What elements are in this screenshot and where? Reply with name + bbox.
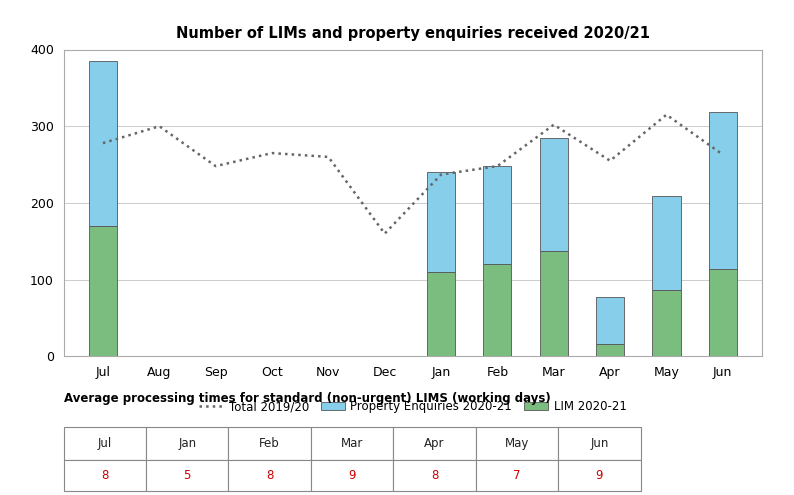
Bar — [596, 344, 624, 356]
Bar — [393, 428, 476, 460]
Bar — [596, 297, 624, 344]
Bar — [484, 166, 511, 264]
Bar — [540, 250, 568, 356]
Bar — [709, 112, 737, 269]
Bar — [229, 428, 311, 460]
Bar — [427, 272, 455, 356]
Bar — [653, 290, 680, 356]
Legend: Total 2019/20, Property Enquiries 2020-21, LIM 2020-21: Total 2019/20, Property Enquiries 2020-2… — [195, 396, 631, 418]
Text: 8: 8 — [101, 469, 109, 482]
Bar — [146, 460, 229, 491]
Bar — [558, 428, 641, 460]
Bar — [709, 269, 737, 356]
Bar — [229, 460, 311, 491]
Bar — [64, 460, 146, 491]
Text: Jul: Jul — [98, 437, 112, 450]
Bar — [146, 428, 229, 460]
Text: Apr: Apr — [424, 437, 445, 450]
Bar — [311, 460, 393, 491]
Bar — [484, 264, 511, 356]
Bar — [558, 460, 641, 491]
Bar — [393, 460, 476, 491]
Text: 8: 8 — [266, 469, 273, 482]
Bar — [476, 460, 558, 491]
Title: Number of LIMs and property enquiries received 2020/21: Number of LIMs and property enquiries re… — [176, 26, 649, 42]
Text: Feb: Feb — [260, 437, 280, 450]
Text: Jun: Jun — [590, 437, 609, 450]
Text: 5: 5 — [183, 469, 191, 482]
Bar — [427, 172, 455, 272]
Text: Jan: Jan — [178, 437, 196, 450]
Text: May: May — [505, 437, 529, 450]
Bar — [311, 428, 393, 460]
Text: Mar: Mar — [341, 437, 364, 450]
Bar — [64, 428, 146, 460]
Bar — [653, 196, 680, 290]
Bar — [476, 428, 558, 460]
Text: 8: 8 — [431, 469, 438, 482]
Bar — [89, 226, 117, 356]
Bar — [540, 138, 568, 250]
Text: 9: 9 — [349, 469, 356, 482]
Bar — [89, 61, 117, 226]
Text: 7: 7 — [513, 469, 521, 482]
Text: Average processing times for standard (non-urgent) LIMS (working days): Average processing times for standard (n… — [64, 392, 550, 404]
Text: 9: 9 — [596, 469, 603, 482]
